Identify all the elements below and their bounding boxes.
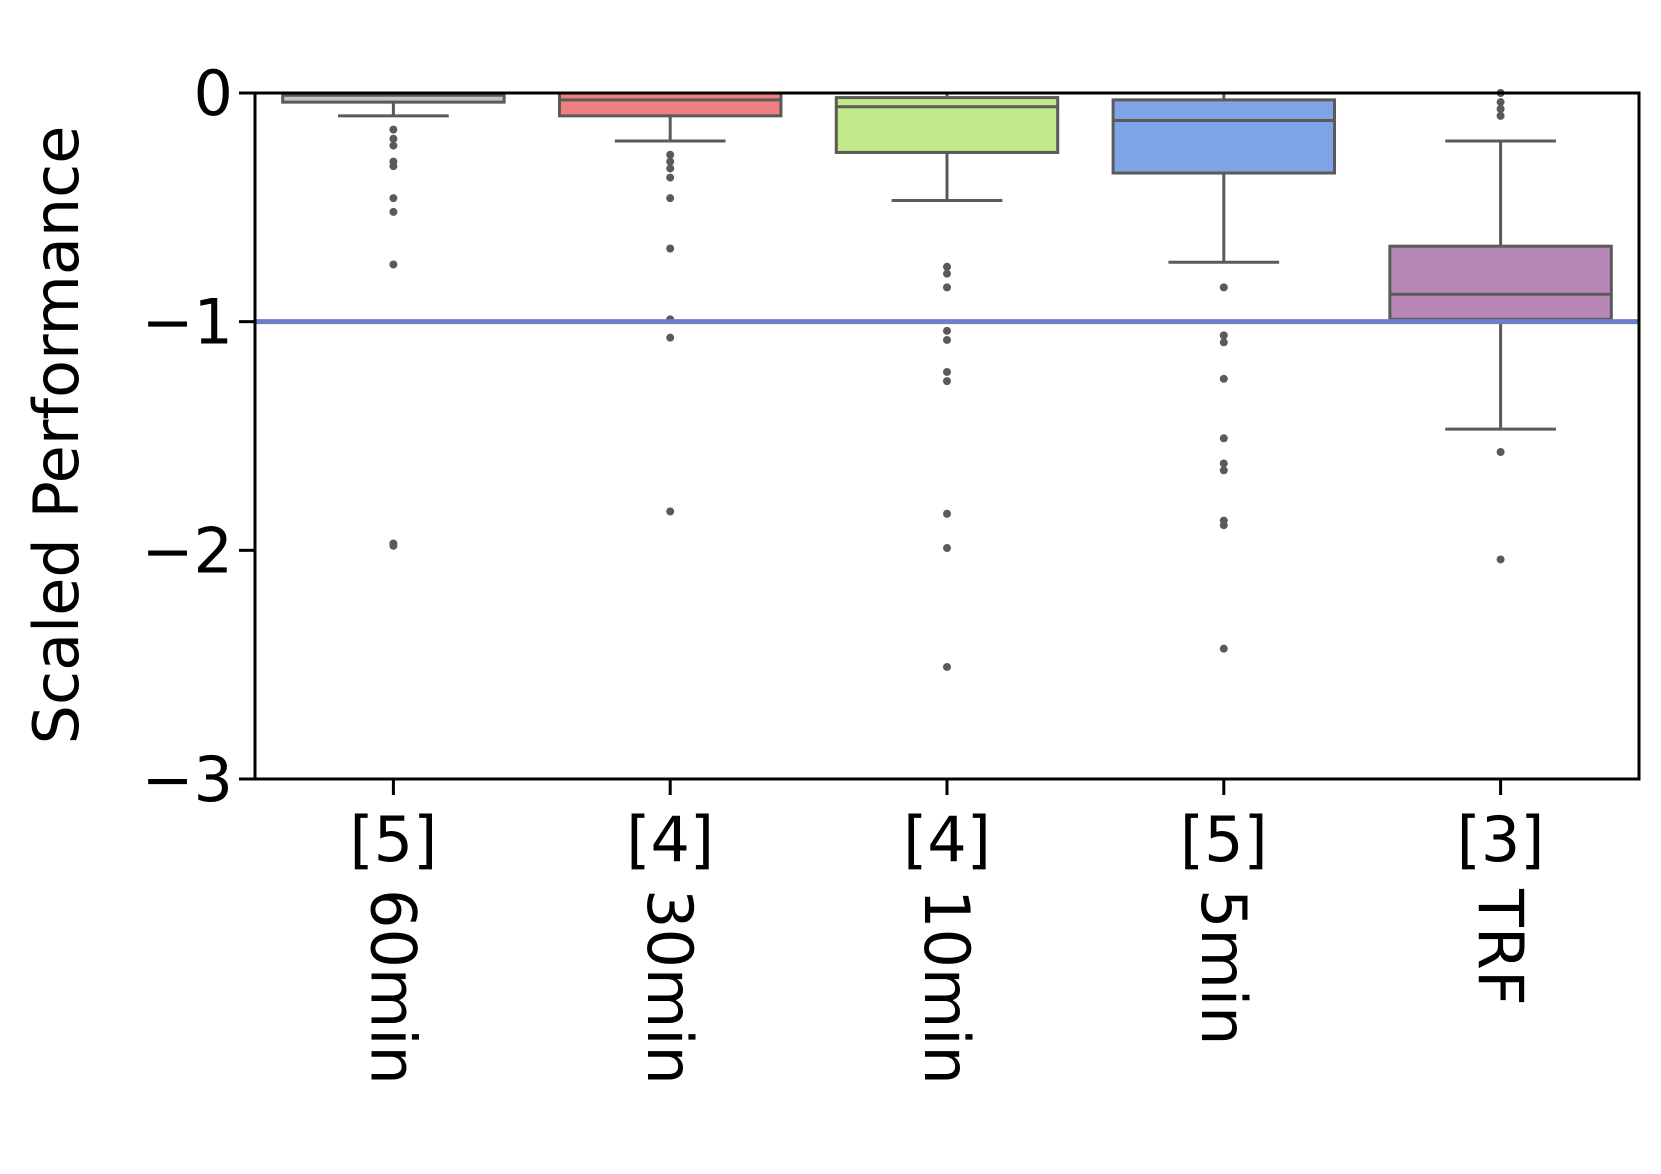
outlier-point [943, 509, 951, 518]
outlier-point [666, 333, 675, 342]
outlier-point [389, 541, 398, 550]
box-60min [281, 91, 506, 550]
y-tick-label: 0 [194, 57, 233, 130]
category-name-label: TRF [1464, 888, 1537, 1006]
outlier-point [1496, 105, 1505, 114]
outlier-point [666, 173, 675, 182]
outlier-point [943, 269, 951, 278]
box-iqr [1388, 244, 1613, 321]
outlier-point [666, 507, 675, 516]
outlier-point [666, 157, 675, 166]
outlier-point [1496, 111, 1505, 120]
outlier-point [1219, 434, 1228, 443]
outlier-point [943, 544, 951, 553]
y-axis-title: Scaled Performance [20, 126, 93, 745]
outlier-point [943, 326, 951, 335]
outlier-point [389, 141, 398, 150]
category-index-label: [4] [903, 803, 991, 876]
outlier-point [1219, 459, 1228, 468]
category-name-label: 10min [910, 889, 983, 1085]
outlier-point [943, 367, 951, 376]
plot-frame [253, 91, 1641, 781]
box-30min [557, 91, 783, 516]
outlier-point [389, 162, 398, 171]
outlier-point [389, 207, 398, 216]
category-index-label: [3] [1457, 803, 1545, 876]
outlier-point [943, 335, 951, 344]
category-name-label: 5min [1187, 889, 1260, 1045]
outlier-point [943, 662, 951, 671]
outlier-point [1219, 331, 1228, 340]
box-iqr [557, 91, 783, 118]
outlier-point [1219, 374, 1228, 383]
outlier-point [666, 164, 675, 173]
outlier-point [389, 194, 398, 203]
outlier-point [389, 260, 398, 269]
outlier-point [666, 244, 675, 253]
outlier-point [943, 283, 951, 292]
outlier-point [1219, 283, 1228, 292]
outlier-point [389, 125, 398, 134]
box-iqr [1111, 98, 1337, 175]
outlier-point [1219, 338, 1228, 347]
outlier-point [1219, 466, 1228, 475]
outlier-point [1219, 521, 1228, 530]
category-index-label: [4] [626, 803, 714, 876]
outlier-point [943, 377, 951, 386]
category-name-label: 30min [633, 889, 706, 1085]
box-10min [834, 93, 1060, 671]
box-5min [1111, 93, 1337, 653]
outlier-point [666, 194, 675, 203]
outlier-point [389, 134, 398, 143]
y-tick-label: −1 [142, 286, 233, 359]
category-index-label: [5] [349, 803, 437, 876]
category-name-label: 60min [356, 889, 429, 1085]
category-index-label: [5] [1180, 803, 1268, 876]
box-TRF [1388, 89, 1613, 564]
outlier-point [1496, 98, 1505, 107]
outlier-point [1219, 644, 1228, 653]
y-tick-label: −2 [142, 514, 233, 587]
outlier-point [1496, 448, 1505, 457]
outlier-point [943, 262, 951, 271]
outlier-point [666, 150, 675, 159]
y-tick-label: −3 [142, 743, 233, 816]
outlier-point [1496, 555, 1505, 564]
